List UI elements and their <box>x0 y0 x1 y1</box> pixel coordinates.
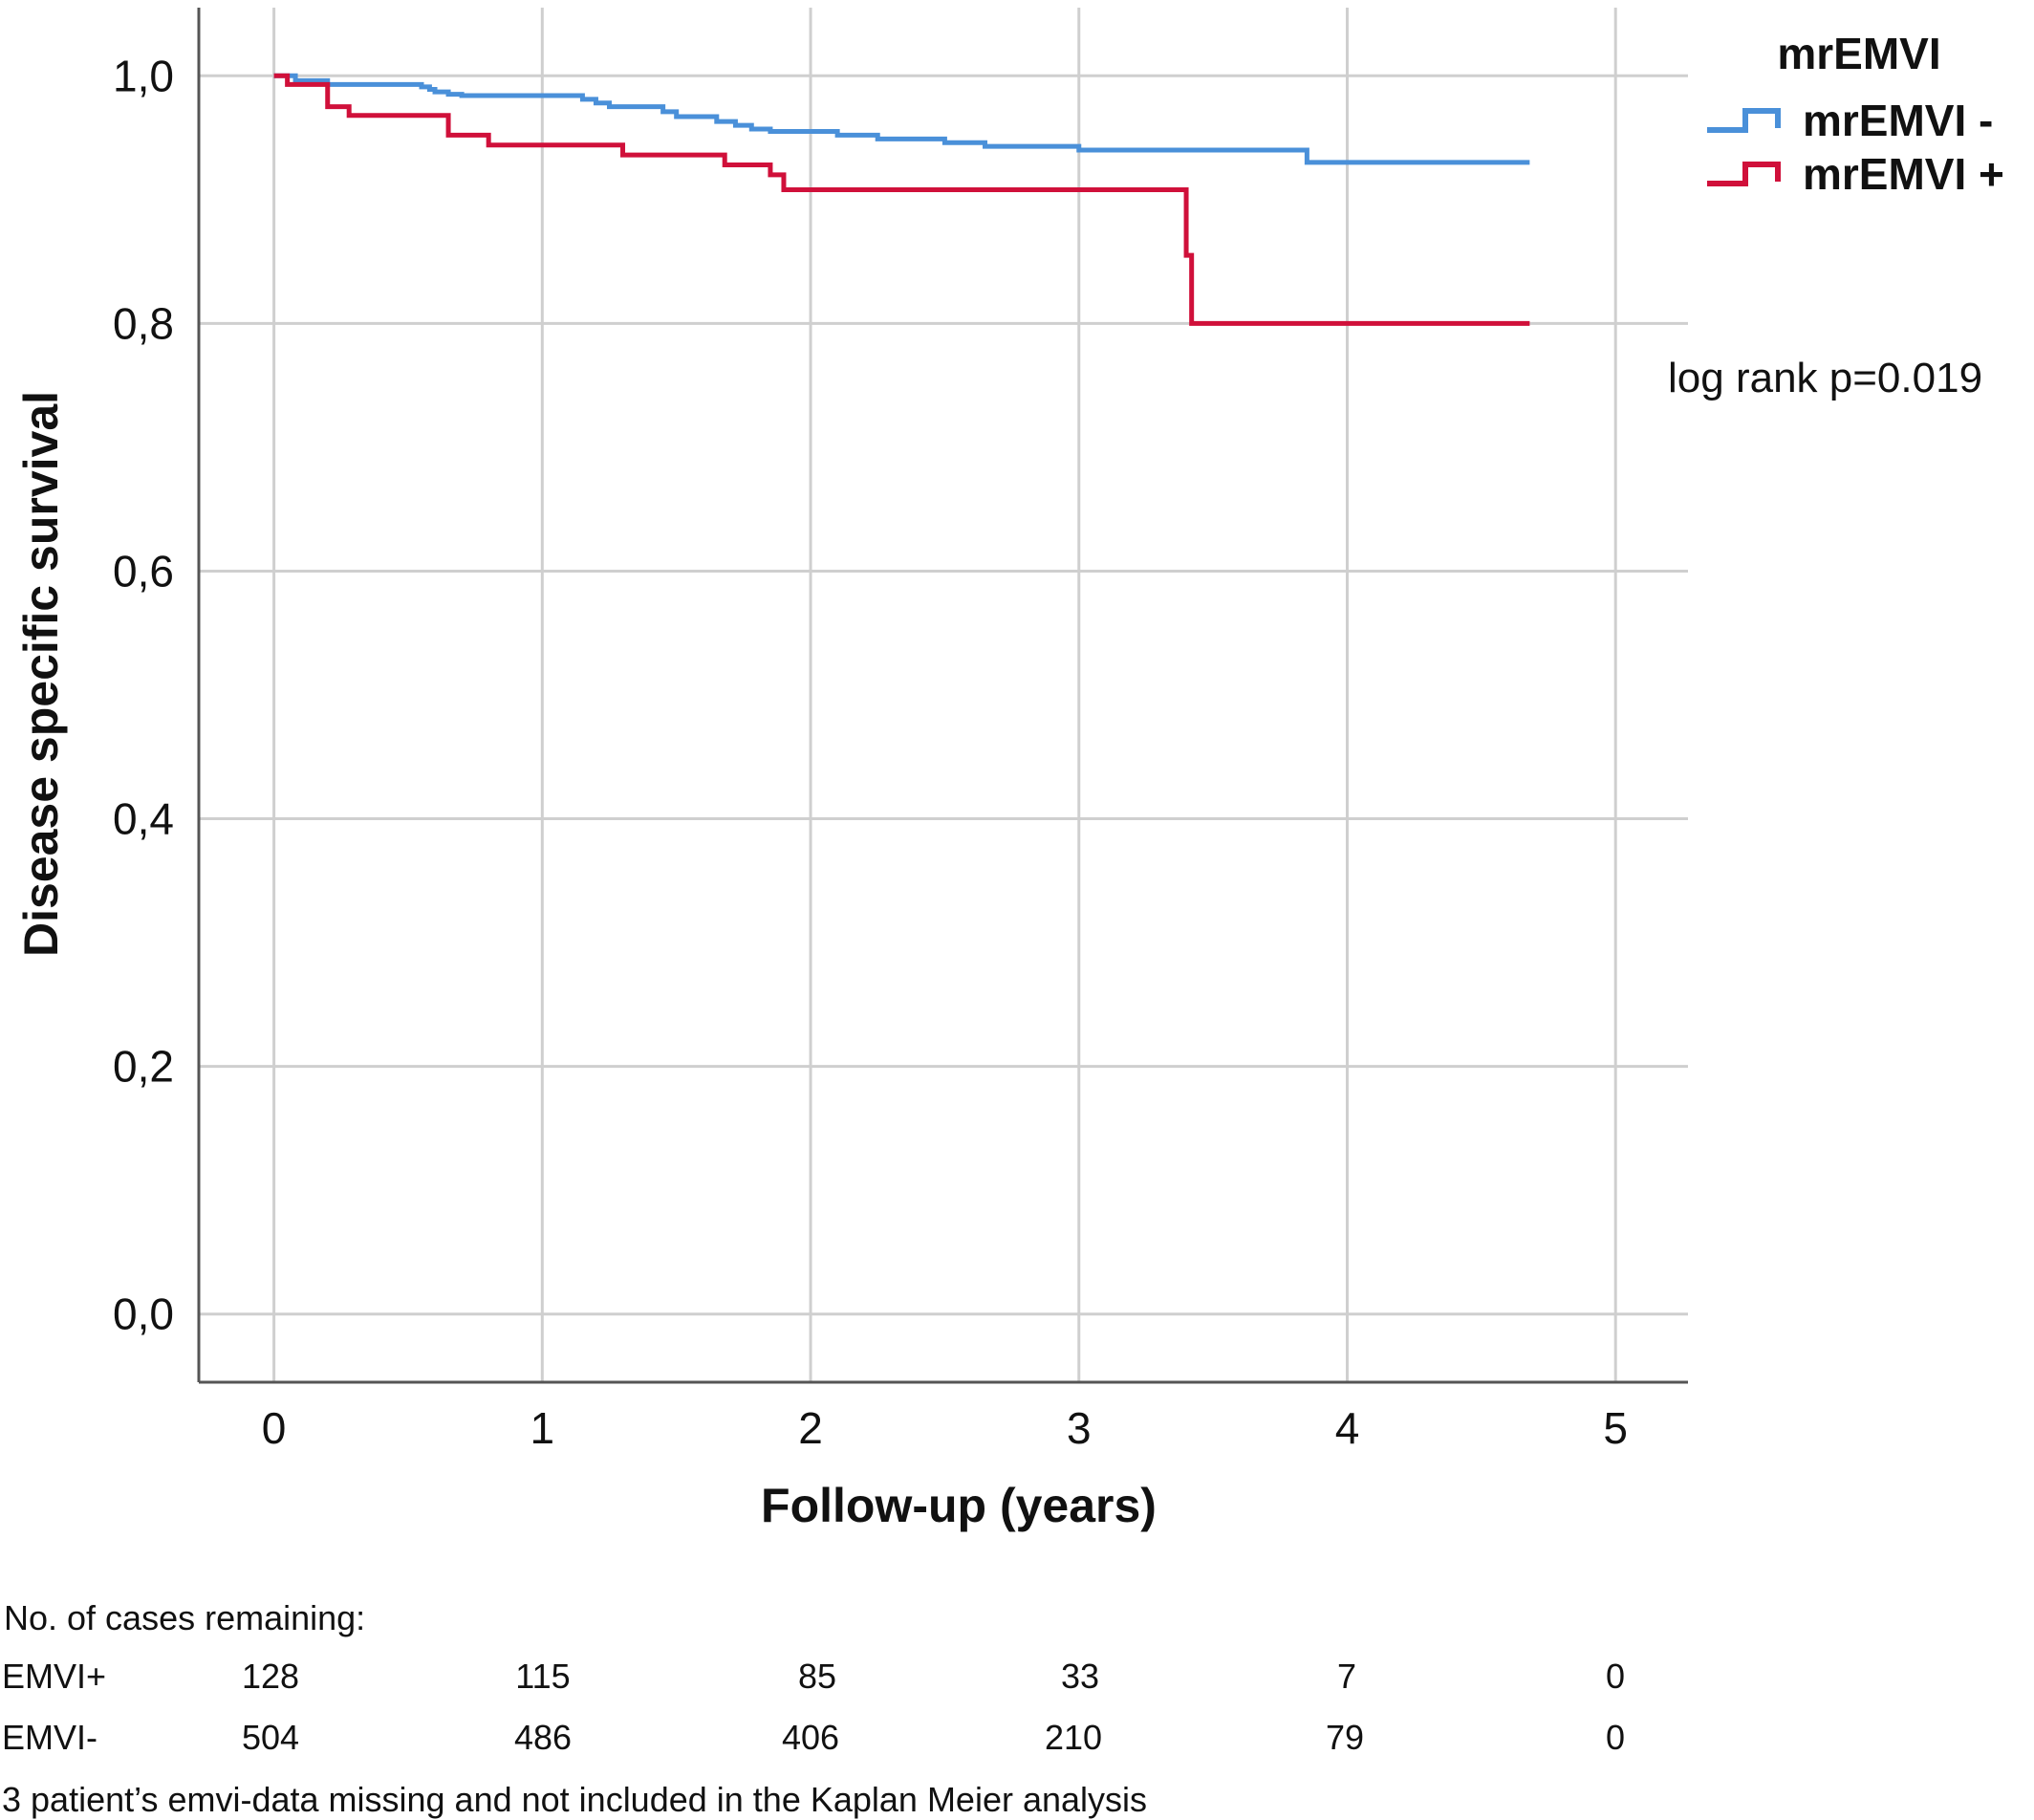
x-tick-labels: 0 1 2 3 4 5 <box>262 1403 1628 1453</box>
risk-value: 210 <box>1044 1718 1103 1757</box>
x-tick-label: 1 <box>530 1403 555 1453</box>
legend: mrEMVI mrEMVI -mrEMVI + <box>1707 29 2004 199</box>
risk-value: 486 <box>513 1718 573 1757</box>
y-tick-label: 0,0 <box>113 1289 174 1339</box>
legend-items: mrEMVI -mrEMVI + <box>1707 96 2004 199</box>
x-tick-label: 3 <box>1067 1403 1092 1453</box>
x-axis-title: Follow-up (years) <box>761 1479 1157 1532</box>
y-tick-labels: 0,0 0,2 0,4 0,6 0,8 1,0 <box>113 51 174 1338</box>
y-tick-label: 0,6 <box>113 546 174 596</box>
risk-table-heading: No. of cases remaining: <box>4 1598 366 1637</box>
series-line-mremvi-plus <box>273 73 1530 326</box>
legend-swatch-mremvi-minus <box>1707 108 1781 133</box>
axes <box>197 8 1688 1384</box>
series-group <box>273 73 1530 326</box>
y-axis-title: Disease specific survival <box>14 391 68 957</box>
risk-value: 0 <box>1605 1718 1626 1757</box>
y-tick-label: 0,2 <box>113 1042 174 1092</box>
series-line-mremvi-minus <box>273 73 1530 165</box>
y-tick-label: 0,8 <box>113 298 174 348</box>
risk-value: 115 <box>515 1657 571 1696</box>
risk-row-label-emvi-minus: EMVI- <box>2 1718 98 1757</box>
y-tick-label: 1,0 <box>113 51 174 100</box>
risk-value: 85 <box>797 1657 837 1696</box>
x-tick-label: 4 <box>1335 1403 1360 1453</box>
risk-value: 7 <box>1336 1657 1357 1696</box>
legend-label-mremvi-minus: mrEMVI - <box>1803 96 1993 145</box>
legend-label-mremvi-plus: mrEMVI + <box>1803 149 2004 199</box>
log-rank-annotation: log rank p=0.019 <box>1668 355 1982 401</box>
risk-value: 33 <box>1060 1657 1100 1696</box>
legend-title: mrEMVI <box>1777 29 1940 78</box>
x-tick-label: 2 <box>798 1403 823 1453</box>
y-tick-label: 0,4 <box>113 794 174 844</box>
x-tick-label: 0 <box>262 1403 287 1453</box>
grid-lines <box>199 8 1688 1382</box>
x-tick-label: 5 <box>1603 1403 1628 1453</box>
risk-value: 79 <box>1325 1718 1365 1757</box>
risk-table-footnote: 3 patient’s emvi-data missing and not in… <box>2 1780 1148 1819</box>
risk-value: 504 <box>241 1718 300 1757</box>
risk-value: 0 <box>1605 1657 1626 1696</box>
legend-swatch-mremvi-plus <box>1707 162 1781 186</box>
risk-value: 128 <box>241 1657 300 1696</box>
risk-row-label-emvi-plus: EMVI+ <box>2 1657 107 1696</box>
risk-value: 406 <box>781 1718 840 1757</box>
